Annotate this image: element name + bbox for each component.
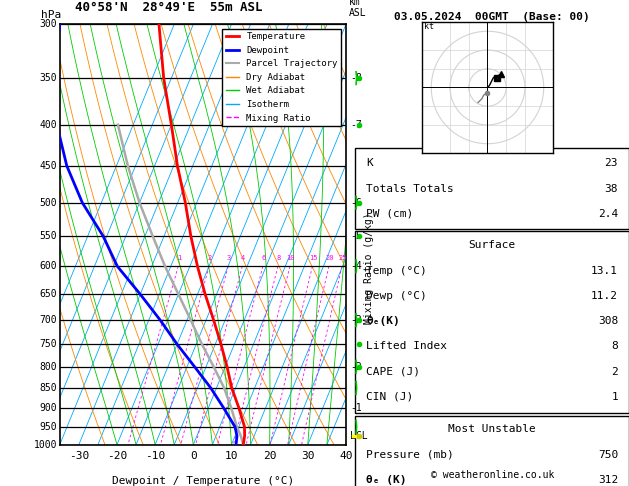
Text: θₑ(K): θₑ(K) xyxy=(366,316,400,326)
Text: Most Unstable: Most Unstable xyxy=(448,424,536,434)
Legend: Temperature, Dewpoint, Parcel Trajectory, Dry Adiabat, Wet Adiabat, Isotherm, Mi: Temperature, Dewpoint, Parcel Trajectory… xyxy=(222,29,342,126)
Text: 308: 308 xyxy=(598,316,618,326)
Text: Pressure (mb): Pressure (mb) xyxy=(366,450,454,460)
Text: 650: 650 xyxy=(39,289,57,299)
Text: 4: 4 xyxy=(241,255,245,261)
Text: Lifted Index: Lifted Index xyxy=(366,341,447,351)
Text: -2: -2 xyxy=(350,362,362,372)
Text: 2.4: 2.4 xyxy=(598,209,618,219)
Text: Dewp (°C): Dewp (°C) xyxy=(366,291,427,301)
Text: km
ASL: km ASL xyxy=(349,0,367,18)
Text: 312: 312 xyxy=(598,475,618,485)
Text: 450: 450 xyxy=(39,161,57,171)
Text: 900: 900 xyxy=(39,403,57,413)
Text: Dewpoint / Temperature (°C): Dewpoint / Temperature (°C) xyxy=(112,476,294,486)
Text: -10: -10 xyxy=(145,451,165,461)
Text: -1: -1 xyxy=(350,403,362,413)
Text: -5: -5 xyxy=(350,231,362,241)
Text: K: K xyxy=(366,158,373,168)
Text: 13.1: 13.1 xyxy=(591,265,618,276)
Text: 3: 3 xyxy=(227,255,231,261)
Text: 550: 550 xyxy=(39,231,57,241)
Text: 750: 750 xyxy=(39,339,57,349)
Text: 20: 20 xyxy=(325,255,334,261)
Text: Surface: Surface xyxy=(469,240,516,250)
Text: kt: kt xyxy=(424,22,434,32)
Text: 40°58'N  28°49'E  55m ASL: 40°58'N 28°49'E 55m ASL xyxy=(75,1,262,14)
Text: 800: 800 xyxy=(39,362,57,372)
Text: 38: 38 xyxy=(604,184,618,193)
Text: 300: 300 xyxy=(39,19,57,29)
Text: -30: -30 xyxy=(69,451,89,461)
Text: 6: 6 xyxy=(262,255,265,261)
Text: hPa: hPa xyxy=(41,10,62,20)
Text: PW (cm): PW (cm) xyxy=(366,209,414,219)
Text: 400: 400 xyxy=(39,120,57,130)
Text: 30: 30 xyxy=(301,451,314,461)
Text: 2: 2 xyxy=(208,255,212,261)
Text: Temp (°C): Temp (°C) xyxy=(366,265,427,276)
Text: 2: 2 xyxy=(611,366,618,377)
Text: 23: 23 xyxy=(604,158,618,168)
Bar xyxy=(355,148,629,229)
Text: Mixing Ratio (g/kg): Mixing Ratio (g/kg) xyxy=(364,212,374,324)
Text: CAPE (J): CAPE (J) xyxy=(366,366,420,377)
Text: 350: 350 xyxy=(39,73,57,83)
Text: 0: 0 xyxy=(190,451,197,461)
Text: -7: -7 xyxy=(350,120,362,130)
Text: 850: 850 xyxy=(39,383,57,393)
Text: Totals Totals: Totals Totals xyxy=(366,184,454,193)
Text: 25: 25 xyxy=(338,255,347,261)
Text: 15: 15 xyxy=(309,255,318,261)
Text: -8: -8 xyxy=(350,73,362,83)
Text: 500: 500 xyxy=(39,198,57,208)
Text: 950: 950 xyxy=(39,422,57,432)
Text: 40: 40 xyxy=(339,451,353,461)
Text: -4: -4 xyxy=(350,261,362,271)
Text: 600: 600 xyxy=(39,261,57,271)
Text: -3: -3 xyxy=(350,315,362,325)
Text: CIN (J): CIN (J) xyxy=(366,392,414,402)
Text: LCL: LCL xyxy=(350,431,368,441)
Text: -20: -20 xyxy=(107,451,127,461)
Text: θₑ (K): θₑ (K) xyxy=(366,475,407,485)
Text: 700: 700 xyxy=(39,315,57,325)
Text: 8: 8 xyxy=(277,255,281,261)
Text: -6: -6 xyxy=(350,198,362,208)
Bar xyxy=(355,231,629,413)
Text: 8: 8 xyxy=(611,341,618,351)
Bar xyxy=(355,416,629,486)
Text: 20: 20 xyxy=(263,451,276,461)
Text: 1000: 1000 xyxy=(33,440,57,450)
Text: 11.2: 11.2 xyxy=(591,291,618,301)
Text: 750: 750 xyxy=(598,450,618,460)
Text: 03.05.2024  00GMT  (Base: 00): 03.05.2024 00GMT (Base: 00) xyxy=(394,12,590,22)
Text: 1: 1 xyxy=(177,255,181,261)
Text: © weatheronline.co.uk: © weatheronline.co.uk xyxy=(430,470,554,480)
Text: 10: 10 xyxy=(225,451,238,461)
Text: 1: 1 xyxy=(611,392,618,402)
Text: 10: 10 xyxy=(286,255,295,261)
